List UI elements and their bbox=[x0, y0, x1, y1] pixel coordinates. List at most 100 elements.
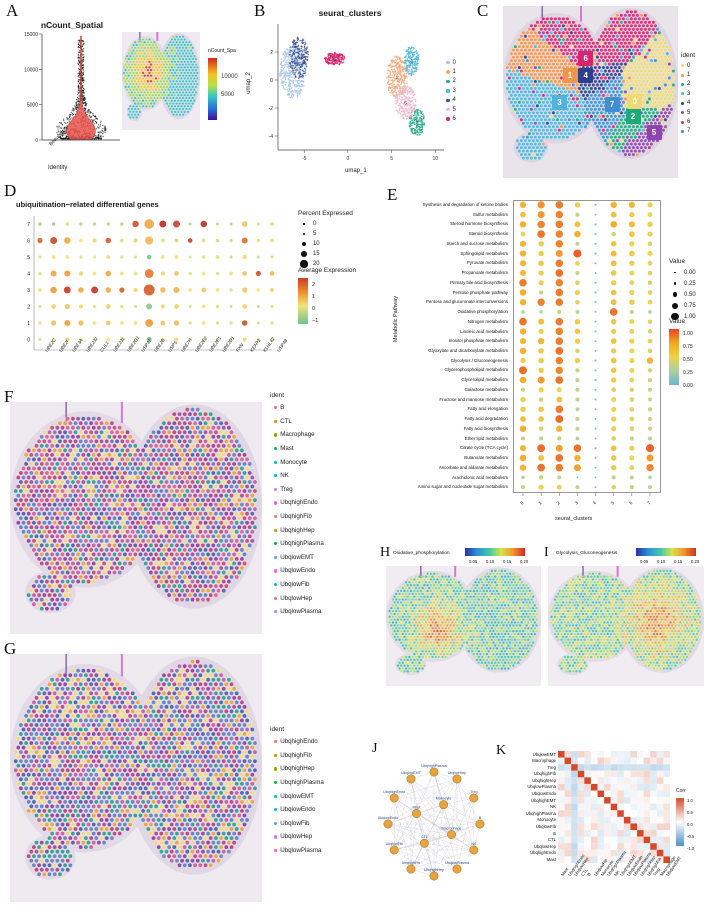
panel-g-legend-item[interactable]: UbqlowEMT bbox=[270, 789, 324, 803]
panel-c-legend-item[interactable]: 5 bbox=[681, 108, 695, 117]
panel-g-legend-item[interactable]: UbqlowHep bbox=[270, 830, 324, 844]
panel-k: K UbqlowEMT Macrophage Treg UbqhighFib Ubqhi… bbox=[496, 742, 708, 918]
value-size-item: 1.00 bbox=[669, 311, 696, 322]
cluster-callout-5[interactable]: 5 bbox=[646, 124, 662, 140]
legend-label: UbqhighPlasma bbox=[280, 779, 324, 787]
panel-f-legend-item[interactable]: B bbox=[270, 401, 324, 415]
legend-color-dot bbox=[274, 406, 278, 410]
panel-c-legend-item[interactable]: 0 bbox=[681, 61, 695, 70]
pathway-label: Oxidative phosphorylation bbox=[457, 309, 508, 315]
legend-label: CTL bbox=[280, 417, 292, 425]
panel-c-legend-item[interactable]: 3 bbox=[681, 89, 695, 98]
legend-color-dot bbox=[681, 120, 684, 124]
panel-f-legend-item[interactable]: Macrophage bbox=[270, 428, 324, 442]
legend-color-dot bbox=[274, 610, 278, 614]
panel-d-gene-labels: UBE2C UBE2I UBE3A UBE2J2 CUL1 UBE2J1 UBE2G1 USP… bbox=[4, 335, 288, 390]
panel-b-legend-item[interactable]: 3 bbox=[446, 86, 456, 95]
svg-text:10: 10 bbox=[432, 156, 438, 162]
panel-f-legend-item[interactable]: Treg bbox=[270, 483, 324, 497]
panel-c-legend-item[interactable]: 1 bbox=[681, 70, 695, 79]
panel-c-legend-item[interactable]: 6 bbox=[681, 117, 695, 126]
panel-c-legend-item[interactable]: 7 bbox=[681, 127, 695, 136]
panel-b-legend-item[interactable]: 6 bbox=[446, 114, 456, 123]
panel-k-row-label: UbqhighEndo bbox=[529, 850, 556, 856]
legend-color-dot bbox=[681, 129, 684, 133]
panel-b-legend-item[interactable]: 4 bbox=[446, 96, 456, 105]
panel-k-row-label: UbqlowEndo bbox=[531, 791, 556, 797]
panel-k-row-label: B bbox=[553, 830, 556, 836]
panel-f-legend-item[interactable]: UbqlowFib bbox=[270, 578, 324, 592]
cluster-callout-6[interactable]: 6 bbox=[578, 50, 594, 66]
panel-a-violin-plot: 15000 10000 5000 0 bbox=[24, 32, 120, 144]
pathway-label: Fatty acid biosynthesis bbox=[463, 425, 508, 431]
panel-f-legend-item[interactable]: UbqlowPlasma bbox=[270, 605, 324, 619]
panel-f-legend-item[interactable]: UbqhighPlasma bbox=[270, 537, 324, 551]
panel-b-legend-item[interactable]: 1 bbox=[446, 67, 456, 76]
panel-g-legend-item[interactable]: UbqhighHep bbox=[270, 762, 324, 776]
legend-label: 4 bbox=[687, 100, 691, 107]
svg-text:2: 2 bbox=[270, 50, 273, 56]
panel-f-legend-item[interactable]: Mast bbox=[270, 442, 324, 456]
svg-text:5: 5 bbox=[404, 100, 407, 105]
cluster-callout-0[interactable]: 0 bbox=[627, 93, 643, 109]
legend-label: UbqlowHep bbox=[280, 833, 313, 841]
panel-b-legend-item[interactable]: 0 bbox=[446, 58, 456, 67]
panel-k-row-label: UbqhighPlasma bbox=[525, 810, 556, 816]
panel-g-legend-item[interactable]: UbqhighPlasma bbox=[270, 776, 324, 790]
legend-label: Treg bbox=[280, 485, 293, 493]
legend-color-dot bbox=[274, 474, 278, 478]
percent-expressed-item: 0 bbox=[298, 219, 353, 229]
panel-k-row-label: Monocyte bbox=[537, 817, 556, 823]
cluster-callout-1[interactable]: 1 bbox=[562, 67, 578, 83]
legend-color-dot bbox=[446, 98, 450, 102]
size-label: 20 bbox=[312, 261, 320, 267]
size-dot bbox=[672, 302, 678, 309]
legend-color-dot bbox=[274, 419, 278, 423]
pathway-label: Glyoxylate and dicarboxylate metabolism bbox=[428, 348, 508, 353]
panel-g-legend-item[interactable]: UbqlowPlasma bbox=[270, 844, 324, 858]
panel-k-label: K bbox=[496, 743, 507, 758]
cluster-callout-2[interactable]: 2 bbox=[625, 109, 641, 125]
legend-label: 5 bbox=[452, 106, 456, 113]
legend-label: 1 bbox=[687, 72, 691, 79]
svg-text:0: 0 bbox=[35, 138, 38, 144]
legend-color-dot bbox=[681, 64, 684, 68]
panel-f-legend-item[interactable]: CTL bbox=[270, 415, 324, 429]
panel-f-legend-item[interactable]: UbqlowEndo bbox=[270, 564, 324, 578]
panel-g-legend-item[interactable]: UbqlowFib bbox=[270, 817, 324, 831]
panel-f-legend-item[interactable]: Monocyte bbox=[270, 455, 324, 469]
size-label: 0.50 bbox=[683, 291, 696, 298]
panel-g-legend-item[interactable]: UbqhighEndo bbox=[270, 735, 324, 749]
cluster-callout-7[interactable]: 7 bbox=[604, 97, 620, 113]
value-size-item: 0.25 bbox=[669, 278, 696, 289]
legend-color-dot bbox=[274, 528, 278, 532]
panel-f-legend-item[interactable]: NK bbox=[270, 469, 324, 483]
panel-c-legend-item[interactable]: 2 bbox=[681, 80, 695, 89]
panel-g-legend-item[interactable]: UbqlowEndo bbox=[270, 803, 324, 817]
size-label: 0 bbox=[312, 221, 317, 227]
pathway-label: Arachidonic acid metabolism bbox=[452, 474, 508, 480]
legend-color-dot bbox=[446, 60, 450, 65]
panel-k-row-label: CTL bbox=[547, 837, 556, 843]
legend-label: 2 bbox=[687, 81, 691, 88]
percent-expressed-item: 10 bbox=[298, 239, 353, 249]
panel-f-legend-item[interactable]: UbqhighHep bbox=[270, 523, 324, 537]
value-size-item: 0.75 bbox=[669, 300, 696, 311]
panel-f-legend-item[interactable]: UbqlowHep bbox=[270, 591, 324, 605]
panel-f-legend-item[interactable]: UbqlowEMT bbox=[270, 551, 324, 565]
panel-g-legend-item[interactable]: UbqhighFib bbox=[270, 749, 324, 763]
panel-b-legend-item[interactable]: 2 bbox=[446, 77, 456, 86]
pathway-label: Fatty acid elongation bbox=[467, 406, 508, 412]
cluster-callout-3[interactable]: 3 bbox=[552, 95, 567, 111]
panel-c-legend-item[interactable]: 4 bbox=[681, 99, 695, 108]
panel-b-legend-item[interactable]: 5 bbox=[446, 105, 456, 114]
panel-f-legend-item[interactable]: UbqhighFib bbox=[270, 510, 324, 524]
cluster-callout-4[interactable]: 4 bbox=[578, 67, 594, 83]
legend-label: UbqlowEndo bbox=[280, 806, 316, 814]
panel-g-legend: ident UbqhighEndo UbqhighFib UbqhighHep Ubq… bbox=[270, 726, 324, 857]
panel-e-legend-size: Value 0.00 0.25 0.50 0.75 1.00 bbox=[669, 258, 696, 322]
panel-f-legend-item[interactable]: UbqhighEndo bbox=[270, 496, 324, 510]
pathway-label: Pentose and glucuronate interconversions bbox=[425, 299, 508, 305]
